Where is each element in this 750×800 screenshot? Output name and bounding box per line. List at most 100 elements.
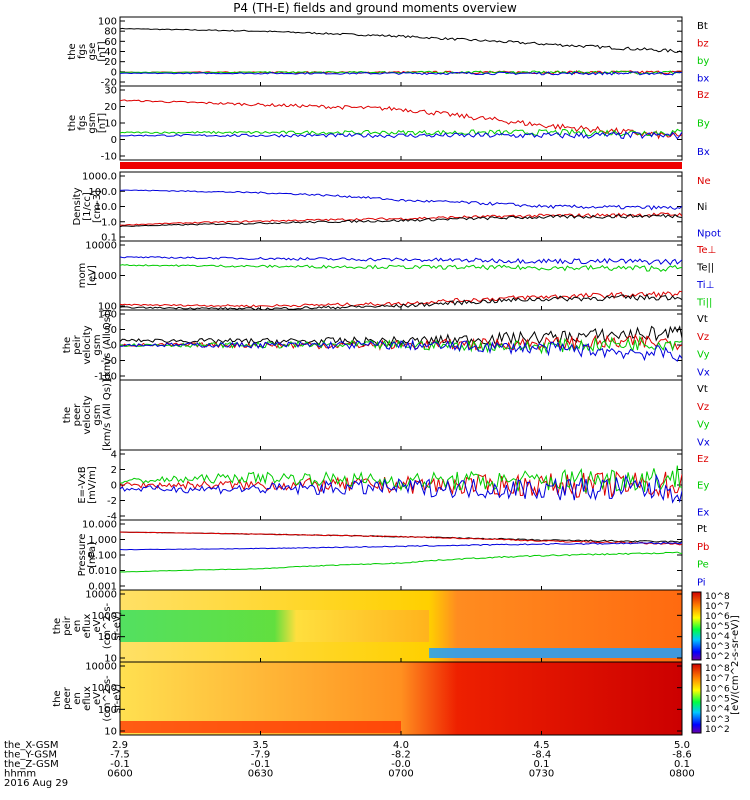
date-label: 2016 Aug 29 <box>4 778 68 789</box>
series-peir_velocity-Vy <box>120 335 682 355</box>
colorbar-tick-label: 10^4 <box>705 632 730 642</box>
y-axis-label: thepeirvelocitygsm[km/s (All Qs)] <box>62 309 113 381</box>
colorbar-tick-label: 10^5 <box>705 695 730 705</box>
y-tick-label: 10 <box>104 727 117 738</box>
ephemeris-value: 0600 <box>107 769 132 780</box>
ephemeris-value: 5.0 <box>674 740 690 751</box>
series-fgs_gse-Bt <box>120 27 682 54</box>
panel-frame <box>119 449 683 521</box>
ephemeris-label: the_Z-GSM <box>4 759 59 770</box>
legend-entry: Pe <box>697 560 709 571</box>
panel-frame <box>119 85 683 161</box>
ephemeris-value: -0.0 <box>391 759 411 770</box>
y-axis-label: E=-VxB[mV/m] <box>77 466 98 504</box>
colorbar-tick-label: 10^8 <box>705 664 730 674</box>
legend-entry: Ey <box>697 481 709 492</box>
ephemeris-label: the_Y-GSM <box>4 750 57 761</box>
series-peir_velocity-Vx <box>120 338 682 362</box>
ephemeris-value: 4.0 <box>393 740 409 751</box>
panel-frame <box>119 171 683 242</box>
y-tick-label: -50 <box>101 356 117 367</box>
colorbar-tick-label: 10^3 <box>705 715 730 725</box>
legend-entry: Bt <box>697 21 708 32</box>
y-tick-label: 10 <box>104 119 117 130</box>
y-tick-label: 0 <box>111 481 117 492</box>
y-tick-label: 10 <box>104 654 117 665</box>
panel-frame <box>119 379 683 451</box>
y-axis-label: thefgsgse[nT] <box>67 41 108 61</box>
ephemeris-label: hhmm <box>4 769 36 780</box>
y-axis-label: thepeirenefluxeV(cm^2-s-sr-eV) <box>52 602 123 649</box>
y-tick-label: 10.000 <box>82 520 117 531</box>
y-tick-label: 0 <box>111 341 117 352</box>
colorbar-tick-label: 10^6 <box>705 612 730 622</box>
legend-entry: Ni <box>697 202 707 213</box>
y-tick-label: 10000 <box>85 241 117 252</box>
ephemeris-value: -0.1 <box>251 759 271 770</box>
y-tick-label: 1.0 <box>101 217 117 228</box>
y-tick-label: -2 <box>107 496 117 507</box>
series-temperature-Ti⊥ <box>120 256 682 266</box>
y-tick-label: 10000 <box>85 662 117 673</box>
series-efield-Ey <box>120 465 682 494</box>
y-axis-label: thepeerenefluxeV(cm^2-s-sr-eV) <box>52 675 123 722</box>
panel-fgs_gsm: 30 20 10 0 -10 thefgsgsm[nT] Bz By Bx <box>67 85 710 163</box>
y-tick-label: 20 <box>104 102 117 113</box>
y-tick-label: 100 <box>98 17 117 28</box>
ephemeris-value: 0.1 <box>534 759 550 770</box>
panel-frame <box>119 240 683 311</box>
y-tick-label: 100 <box>98 705 117 716</box>
ephemeris-label: the_X-GSM <box>4 740 58 751</box>
y-tick-label: 0 <box>111 67 117 78</box>
colorbar-tick-label: 10^7 <box>705 674 730 684</box>
panel-efield: 4 2 0 -2 -4 E=-VxB[mV/m] Ez Ey Ex <box>77 449 709 523</box>
legend-entry: Vy <box>697 420 710 431</box>
series-pressure-Pi <box>120 541 682 551</box>
colorbar <box>691 591 702 661</box>
y-axis-label: Pressure[nPa] <box>77 534 98 577</box>
panel-peer_eflux: 10000 1000 100 10 thepeerenefluxeV(cm^2-s-sr… <box>52 661 683 738</box>
spectrogram-lowband <box>120 721 401 733</box>
legend-entry: Bz <box>697 90 709 101</box>
legend-entry: Ne <box>697 176 711 187</box>
panel-temperature: 10000 1000 100 mom[eV] Te⊥ Te|| Ti⊥ Ti|| <box>77 240 716 313</box>
legend-entry: Pi <box>697 577 706 588</box>
y-axis-label: mom[eV] <box>77 263 98 289</box>
series-pressure-Pb <box>120 531 682 546</box>
colorbar-tick-label: 10^5 <box>705 622 730 632</box>
y-tick-label: 1.000 <box>88 535 117 546</box>
colorbar-tick-label: 10^8 <box>705 592 730 602</box>
series-fgs_gsm-Bz <box>120 99 682 140</box>
y-tick-label: 0.010 <box>88 566 117 577</box>
legend-entry: bx <box>697 73 709 84</box>
series-fgs_gsm-By <box>120 128 682 137</box>
y-tick-label: -100 <box>94 372 117 383</box>
series-density-Ne <box>120 212 682 226</box>
ephemeris-value: -8.6 <box>672 750 692 761</box>
series-temperature-Ti|| <box>120 264 682 272</box>
series-fgs_gse-bx <box>120 71 682 76</box>
y-tick-label: 4 <box>111 450 117 461</box>
series-density-Npot <box>120 189 682 211</box>
y-tick-label: 0.001 <box>88 582 117 593</box>
colorbar-tick-label: 10^6 <box>705 684 730 694</box>
ephemeris-value: -8.2 <box>391 750 411 761</box>
spectrogram-lowband <box>429 648 682 658</box>
colorbar-tick-label: 10^4 <box>705 705 730 715</box>
y-tick-label: 100 <box>98 302 117 313</box>
legend-entry: Vx <box>697 367 710 378</box>
y-tick-label: 0.1 <box>101 233 117 244</box>
y-tick-label: 2 <box>111 465 117 476</box>
ephemeris-value: -7.9 <box>251 750 271 761</box>
series-density-Ni <box>120 213 682 228</box>
panel-pressure: 10.000 1.000 0.100 0.010 0.001 Pressure[nPa] P… <box>77 519 709 593</box>
y-tick-label: 1000 <box>92 271 117 282</box>
y-tick-label: 0 <box>111 135 117 146</box>
legend-entry: Vt <box>697 384 708 395</box>
colorbar <box>691 663 702 734</box>
y-tick-label: 80 <box>104 27 117 38</box>
colorbar-tick-label: 10^3 <box>705 642 730 652</box>
legend-entry: Vz <box>697 402 709 413</box>
